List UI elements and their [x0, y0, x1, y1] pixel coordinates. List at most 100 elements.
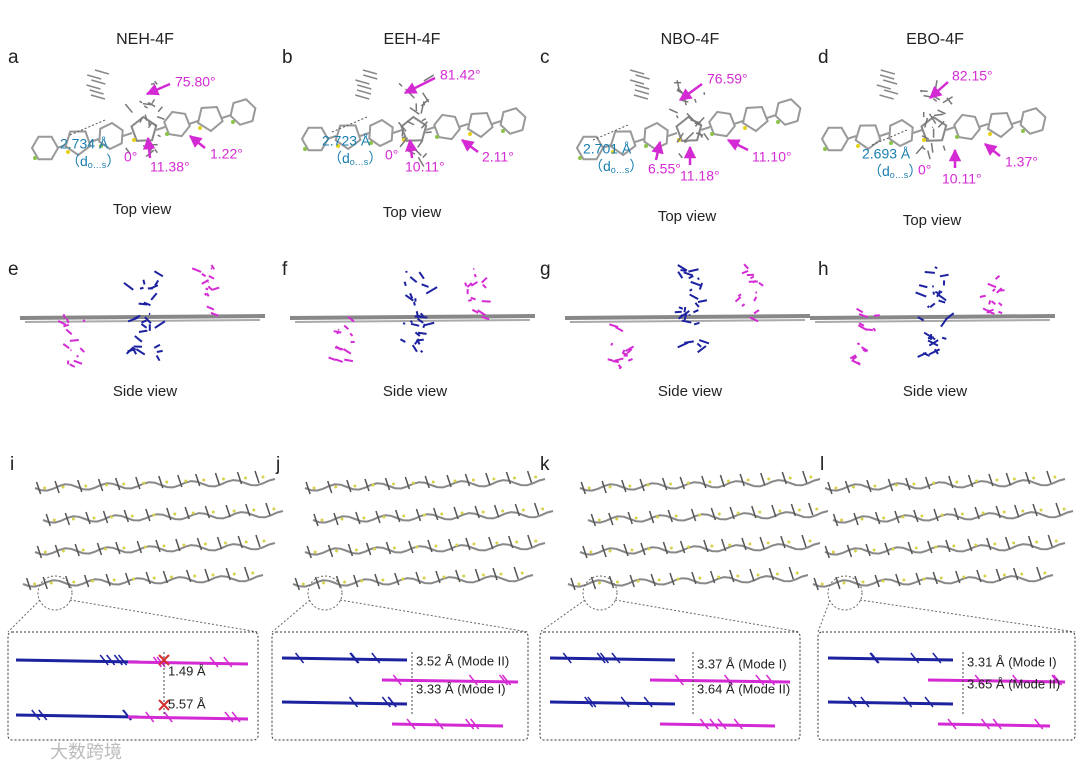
ring — [854, 124, 882, 151]
core-chain — [414, 338, 420, 345]
packing-chain — [507, 535, 514, 549]
angle-label: 10.11° — [405, 159, 445, 175]
ring — [300, 126, 330, 152]
highlight — [307, 575, 343, 611]
atom — [203, 542, 207, 546]
zoom-chain — [947, 718, 957, 730]
side-chain — [937, 109, 946, 115]
atom — [1035, 540, 1039, 544]
side-chain — [882, 79, 898, 85]
atom — [955, 480, 959, 484]
atom — [52, 518, 56, 522]
side-chain — [152, 122, 157, 127]
zoom-chain — [562, 652, 572, 664]
angle-label: 6.55° — [648, 161, 681, 177]
end-chain — [466, 282, 473, 288]
atom — [431, 480, 435, 484]
packing-chain — [236, 471, 243, 485]
atom — [252, 508, 256, 512]
molecule-row — [812, 574, 1054, 588]
atom — [914, 546, 918, 550]
zoom-chain — [643, 696, 653, 708]
packing-chain — [741, 537, 747, 551]
end-chain — [210, 264, 215, 270]
packing-chain — [365, 542, 372, 556]
packing-chain — [243, 566, 250, 580]
end-chain — [334, 358, 344, 363]
atom — [152, 576, 156, 580]
packing-chain — [394, 572, 400, 586]
side-chain — [634, 89, 650, 95]
core-chain — [143, 301, 151, 307]
packing-chain — [710, 507, 717, 521]
end-chain — [481, 316, 490, 321]
packing-chain — [895, 573, 901, 587]
bond — [766, 114, 777, 119]
packing-chain — [905, 477, 911, 491]
bond — [1011, 120, 1022, 125]
zoom-chain — [974, 674, 984, 686]
end-chain — [979, 294, 986, 298]
side-chain — [629, 69, 645, 75]
side-chain — [635, 74, 650, 80]
atom — [143, 545, 147, 549]
zoom-molecule — [549, 656, 676, 662]
zoom-molecule — [659, 722, 776, 728]
atom — [512, 476, 516, 480]
packing-chain — [237, 535, 243, 549]
angle-label: 0° — [918, 162, 931, 178]
zoom-box — [539, 631, 801, 741]
ring — [368, 118, 394, 148]
atom — [495, 541, 499, 545]
core-chain — [404, 294, 414, 302]
side-chain — [147, 101, 156, 108]
packing-chain — [788, 566, 794, 580]
zoom-molecule — [937, 722, 1051, 728]
zoom-chain — [860, 696, 870, 708]
packing-chain — [485, 472, 491, 486]
end-chain — [191, 267, 202, 273]
zoom-chain — [387, 696, 397, 708]
angle-label: 10.11° — [942, 171, 982, 187]
atom — [251, 571, 255, 575]
spacing-label: 3.64 Å (Mode II) — [697, 681, 790, 696]
zoom-guide — [614, 599, 801, 633]
packing-chain — [204, 568, 210, 582]
side-chain — [676, 132, 684, 143]
packing-chain — [533, 502, 540, 516]
side-chain — [683, 131, 695, 142]
packing-chain — [492, 567, 498, 581]
distance-note-part: （d — [328, 150, 350, 166]
molecule-row — [22, 574, 264, 588]
end-chain — [334, 346, 344, 351]
core-chain — [149, 284, 159, 290]
packing-chain — [65, 575, 71, 589]
atom — [184, 479, 188, 483]
angle-label: 75.80° — [175, 74, 216, 90]
packing-chain — [384, 477, 391, 491]
zoom-chain — [1012, 674, 1022, 686]
packing-chain — [874, 511, 881, 525]
end-chain — [998, 310, 1003, 315]
zoom-chain — [348, 696, 359, 708]
ring — [466, 111, 494, 139]
atom — [644, 144, 648, 148]
zoom-chain — [584, 696, 594, 708]
distance-note-part: （d — [589, 158, 611, 174]
atom — [902, 578, 906, 582]
packing-chain — [216, 536, 223, 550]
side-chain — [357, 84, 372, 90]
packing-chain — [96, 542, 103, 556]
packing-chain — [1014, 504, 1020, 518]
atom — [815, 507, 819, 511]
atom — [1020, 572, 1024, 576]
zoom-guide — [339, 599, 529, 633]
atom — [49, 581, 53, 585]
atom — [993, 542, 997, 546]
core-chain — [419, 312, 424, 317]
atom — [132, 577, 136, 581]
molecule-row — [304, 542, 546, 556]
side-chain — [125, 147, 131, 155]
atom — [988, 132, 992, 136]
zoom-chain — [152, 656, 163, 668]
